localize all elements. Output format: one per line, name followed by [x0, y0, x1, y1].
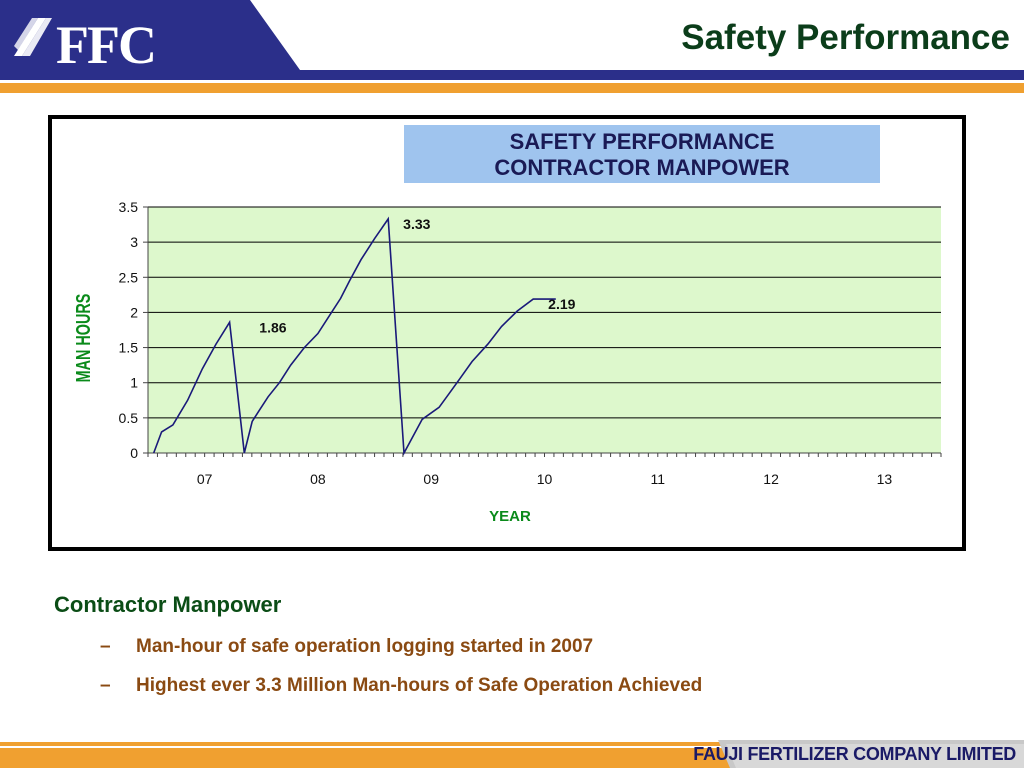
- x-axis-label: YEAR: [489, 508, 531, 525]
- ffc-logo: FFC: [14, 15, 157, 75]
- chart-title-box: [404, 125, 880, 183]
- x-tick-label: 08: [310, 471, 326, 487]
- y-tick-label: 0: [130, 445, 138, 461]
- chart-title-line-1: SAFETY PERFORMANCE: [510, 129, 775, 154]
- bullet-marker: –: [100, 636, 111, 657]
- footer-band: [0, 740, 1024, 768]
- x-tick-label: 13: [877, 471, 893, 487]
- data-labels: 1.86 3.33 2.19: [259, 216, 575, 335]
- data-label: 2.19: [548, 296, 575, 312]
- bullet-list: – Man-hour of safe operation logging star…: [100, 632, 702, 710]
- y-tick-label: 1: [130, 375, 138, 391]
- bullet-text: Highest ever 3.3 Million Man-hours of Sa…: [136, 675, 703, 696]
- bullet-item: – Highest ever 3.3 Million Man-hours of S…: [100, 671, 702, 710]
- x-tick-label: 11: [651, 471, 666, 487]
- slide-title: Safety Performance: [681, 18, 1010, 57]
- chart: SAFETY PERFORMANCE CONTRACTOR MANPOWER 0…: [72, 125, 942, 525]
- plot-area: [148, 207, 941, 453]
- y-tick-label: 2.5: [119, 269, 139, 285]
- bullet-text: Man-hour of safe operation logging start…: [136, 636, 594, 657]
- y-tick-label: 3.5: [119, 199, 139, 215]
- x-tick-label: 09: [423, 471, 439, 487]
- x-axis-ticks: 07 08 09 10 11 12 13: [147, 453, 942, 487]
- x-tick-label: 10: [537, 471, 553, 487]
- x-tick-label: 07: [197, 471, 213, 487]
- logo-text: FFC: [56, 15, 155, 75]
- header-band: FFC: [0, 0, 1024, 93]
- y-tick-label: 2: [130, 304, 138, 320]
- gridlines: [148, 206, 941, 419]
- y-tick-label: 0.5: [119, 410, 139, 426]
- y-tick-label: 3: [130, 234, 138, 250]
- chart-title-line-2: CONTRACTOR MANPOWER: [494, 155, 789, 180]
- section-heading: Contractor Manpower: [54, 592, 282, 617]
- y-tick-label: 1.5: [119, 340, 139, 356]
- series-line: [152, 216, 556, 456]
- y-axis-label: MAN HOURS: [72, 294, 95, 383]
- footer-company-name: FAUJI FERTILIZER COMPANY LIMITED: [693, 744, 1016, 764]
- x-tick-label: 12: [763, 471, 779, 487]
- y-axis-ticks: 0 0.5 1 1.5 2 2.5 3 3.5: [119, 199, 148, 461]
- bullet-marker: –: [100, 675, 111, 696]
- data-label: 1.86: [259, 319, 286, 335]
- data-label: 3.33: [403, 216, 430, 232]
- bullet-item: – Man-hour of safe operation logging star…: [100, 632, 702, 671]
